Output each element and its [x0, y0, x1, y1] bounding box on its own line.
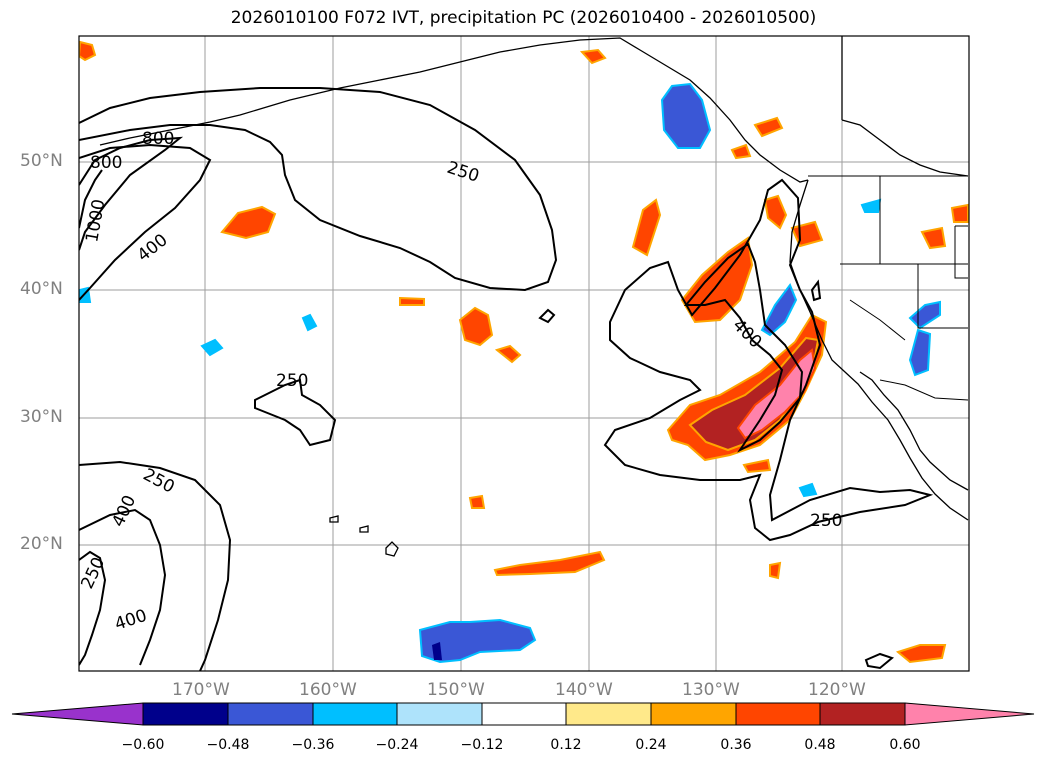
precip-patch-5 — [631, 198, 662, 257]
contour-label: 800 — [142, 129, 174, 149]
colorbar-tick-label: 0.12 — [550, 737, 582, 753]
precip-patch-nw-1 — [79, 40, 97, 62]
ivt-contour-400-sw — [79, 508, 167, 666]
ivt-contour-250-sw-inner — [79, 550, 107, 666]
ivt-contour-250-north — [79, 87, 558, 292]
colorbar-tick-label: −0.60 — [121, 737, 165, 753]
colorbar-bin — [227, 702, 314, 726]
ivt-contours — [79, 87, 934, 671]
contour-label: 250 — [276, 371, 308, 391]
lon-label: 140°W — [555, 680, 613, 700]
precip-patch-14 — [493, 550, 606, 577]
colorbar-tick-label: −0.48 — [206, 737, 250, 753]
coastline-canada-interior — [841, 36, 969, 177]
ivt-contour-small-1 — [538, 308, 556, 324]
coastline-alaska — [99, 37, 809, 183]
precip-patch-alaska-gulf — [579, 48, 607, 65]
ivt-contour-400-north — [79, 143, 212, 301]
contour-label: 1000 — [82, 198, 109, 244]
lon-label: 170°W — [172, 680, 230, 700]
colorbar-tick-label: 0.60 — [889, 737, 921, 753]
political-borders — [808, 175, 969, 401]
colorbar-bin — [735, 702, 821, 726]
precip-patch-9 — [920, 226, 947, 250]
precip-patch-1 — [220, 205, 277, 240]
precip-patch-12 — [730, 143, 752, 160]
ivt-contour-250-east — [603, 178, 934, 542]
precip-patch-16 — [769, 561, 782, 580]
colorbar-bin — [142, 702, 229, 726]
colorbar-bin — [565, 702, 652, 726]
colorbar-extend-high — [904, 702, 1035, 726]
precip-neg-hawaii — [418, 618, 537, 664]
lat-label: 50°N — [20, 151, 63, 171]
ivt-contour-800 — [79, 136, 184, 251]
coastline-hawaii-3 — [329, 515, 339, 523]
precip-neg-west-3 — [908, 328, 932, 377]
colorbar-bin — [312, 702, 398, 726]
precip-neg-small-1 — [200, 338, 224, 357]
colorbar — [11, 702, 1035, 726]
coastline-baja — [859, 371, 969, 491]
precip-neg-hawaii-dark — [432, 642, 442, 660]
precip-patch-8 — [790, 220, 824, 248]
colorbar-extend-low — [11, 702, 144, 726]
colorbar-bin — [819, 702, 906, 726]
precip-neg-small-3 — [860, 198, 882, 213]
precip-patch-13 — [468, 494, 486, 509]
colorbar-bin — [650, 702, 737, 726]
contour-label: 250 — [140, 465, 178, 498]
lat-label: 20°N — [20, 534, 63, 554]
ivt-contour-250-mid — [254, 378, 337, 447]
colorbar-bin — [481, 702, 567, 726]
colorbar-tick-label: −0.36 — [291, 737, 335, 753]
colorbar-tick-label: 0.24 — [635, 737, 667, 753]
contour-labels: 800 800 1000 400 250 250 400 250 250 400… — [79, 129, 842, 635]
colorbar-tick-label: 0.36 — [720, 737, 752, 753]
precip-neg-small-2 — [301, 313, 318, 332]
lon-label: 160°W — [299, 680, 357, 700]
ivt-contour-1000 — [79, 169, 103, 229]
colorbar-tick-label: −0.12 — [460, 737, 504, 753]
precip-neg-coast-1 — [760, 282, 798, 337]
ivt-contour-250-sw — [79, 460, 232, 671]
contour-label: 250 — [810, 511, 842, 531]
coastlines — [99, 36, 969, 557]
colorbar-bin — [396, 702, 483, 726]
precip-patch-7 — [763, 194, 788, 230]
precip-patch-17 — [742, 458, 772, 474]
coastline-hawaii-1 — [385, 541, 399, 557]
precip-patch-15 — [895, 644, 947, 664]
lon-label: 130°W — [682, 680, 740, 700]
contour-label: 800 — [90, 153, 122, 173]
precip-patch-3 — [494, 344, 522, 364]
lon-label: 150°W — [427, 680, 485, 700]
contour-label: 400 — [112, 606, 149, 635]
precip-patch-10 — [950, 203, 969, 223]
precip-patch-11 — [753, 116, 784, 138]
precip-neg-west-2 — [908, 300, 941, 330]
precip-patch-2 — [458, 306, 494, 347]
coastline-na-west — [789, 179, 969, 521]
ivt-contour-400-east — [683, 242, 804, 453]
map-frame — [78, 35, 970, 672]
precip-neg-alaska — [660, 82, 712, 149]
precip-patch-4 — [399, 296, 425, 306]
precip-patch-main-inner — [736, 348, 817, 440]
precip-negative-patches — [79, 82, 941, 664]
precip-patch-6 — [680, 236, 754, 324]
ivt-contour-small-3 — [810, 279, 822, 302]
lon-label: 120°W — [808, 680, 866, 700]
lat-label: 30°N — [20, 407, 63, 427]
colorbar-tick-label: −0.24 — [375, 737, 419, 753]
coastline-hawaii-2 — [359, 525, 369, 533]
colorbar-tick-label: 0.48 — [804, 737, 836, 753]
map-title: 2026010100 F072 IVT, precipitation PC (2… — [230, 8, 817, 28]
contour-label: 400 — [134, 230, 172, 266]
lat-label: 40°N — [20, 279, 63, 299]
precip-neg-small-5 — [798, 482, 818, 498]
precip-positive-patches — [79, 40, 969, 664]
ivt-contour-small-2 — [864, 652, 895, 670]
